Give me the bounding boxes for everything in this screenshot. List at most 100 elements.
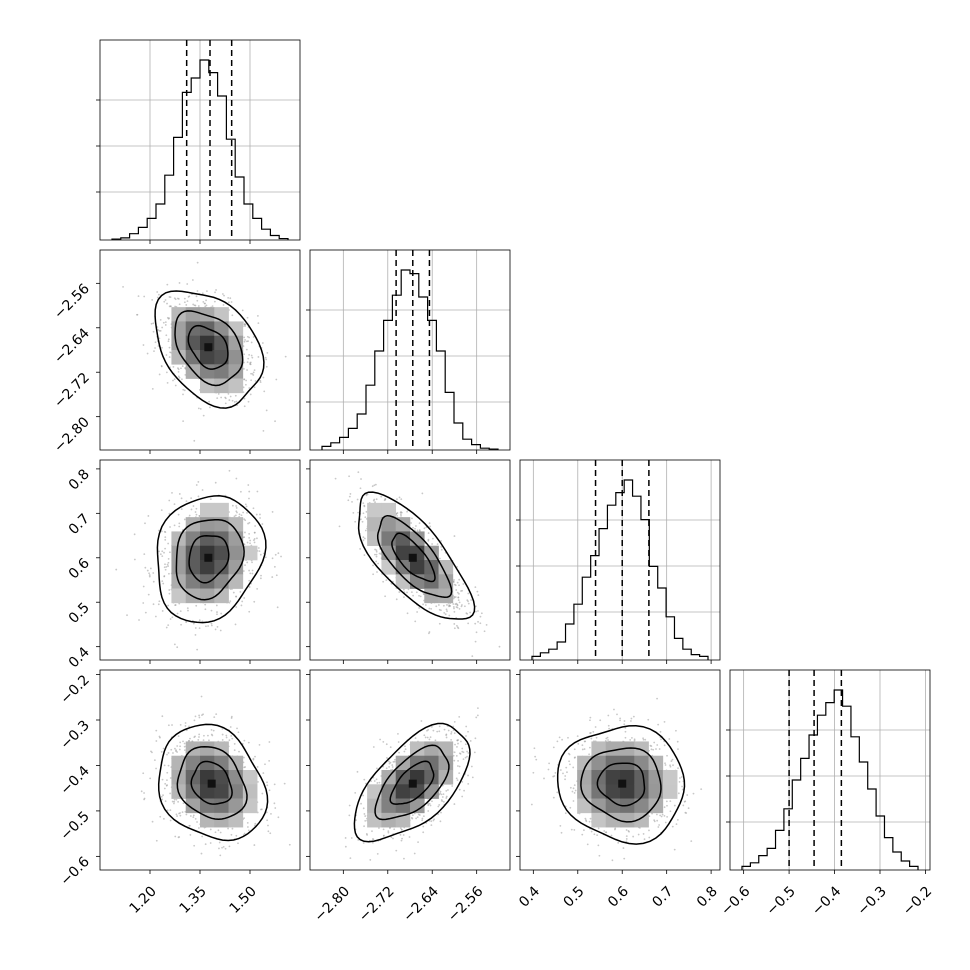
scatter-panel-1-3-point	[423, 734, 426, 737]
scatter-panel-1-2-point	[410, 591, 413, 594]
scatter-panel-0-2-point	[178, 493, 181, 495]
scatter-panel-1-2-point	[463, 605, 466, 608]
scatter-panel-0-3-peak-marker	[207, 779, 216, 788]
scatter-panel-0-1-point	[245, 379, 248, 382]
scatter-panel-1-2-point	[428, 632, 430, 635]
scatter-panel-0-1-point	[261, 342, 264, 344]
scatter-panel-1-2-point	[460, 605, 463, 608]
scatter-panel-0-1-point	[247, 340, 249, 343]
scatter-panel-0-1-point	[177, 370, 180, 373]
scatter-panel-0-2-point	[271, 557, 274, 560]
scatter-panel-0-1-point	[205, 299, 207, 302]
scatter-panel-0-1-point	[250, 354, 253, 357]
scatter-panel-0-3-point	[225, 736, 228, 739]
scatter-panel-0-2-point	[167, 557, 170, 560]
scatter-panel-1-2-point	[424, 604, 427, 606]
scatter-panel-0-1-point	[156, 296, 159, 299]
scatter-panel-0-2-point	[186, 607, 189, 610]
scatter-panel-0-2-point	[247, 484, 250, 486]
scatter-panel-0-3-point	[153, 759, 156, 762]
scatter-panel-1-3-point	[465, 735, 467, 737]
scatter-panel-0-2-contour-0	[156, 495, 267, 624]
scatter-panel-1-3-point	[422, 831, 425, 834]
scatter-panel-0-2-point	[169, 526, 171, 528]
scatter-panel-0-2-density-cell	[171, 560, 187, 575]
scatter-panel-0-3-point	[162, 817, 165, 820]
scatter-panel-0-1-density-cell	[214, 321, 229, 337]
scatter-panel-1-2-density-cell	[395, 531, 411, 547]
scatter-panel-1-3-point	[462, 758, 465, 761]
scatter-panel-0-2-point	[161, 555, 164, 558]
scatter-panel-0-2-point	[204, 603, 207, 606]
scatter-panel-0-1-point	[197, 407, 200, 410]
scatter-panel-1-3-density-cell	[395, 798, 411, 814]
scatter-panel-1-3-point	[453, 732, 456, 735]
scatter-panel-1-3-point	[471, 776, 474, 779]
scatter-panel-1-2-point	[359, 487, 362, 490]
scatter-panel-0-1-point	[178, 303, 181, 306]
scatter-panel-0-1-point	[246, 335, 249, 338]
scatter-panel-0-1-density-cell	[185, 307, 201, 322]
scatter-panel-0-3-point	[211, 734, 214, 737]
scatter-panel-1-2-point	[427, 532, 430, 534]
scatter-panel-0-1-point	[213, 300, 216, 303]
scatter-panel-1-2	[310, 460, 510, 660]
scatter-panel-1-2-point	[374, 548, 377, 551]
scatter-panel-0-3-point	[164, 782, 167, 785]
scatter-panel-0-2-point	[248, 532, 251, 535]
scatter-panel-2-3-point	[673, 848, 676, 851]
scatter-panel-1-3-density-cell	[424, 755, 439, 771]
scatter-panel-0-1-point	[197, 305, 200, 307]
scatter-panel-1-3-point	[443, 728, 446, 731]
scatter-panel-0-2-point	[216, 625, 219, 628]
scatter-panel-1-2-point	[453, 623, 456, 625]
scatter-panel-1-3-point	[427, 810, 430, 812]
scatter-panel-0-3-point	[200, 695, 203, 698]
scatter-panel-0-2-point	[187, 609, 189, 612]
scatter-panel-0-1-point	[251, 356, 254, 359]
scatter-panel-1-2-point	[440, 540, 442, 542]
scatter-panel-0-1-point	[229, 297, 232, 300]
scatter-panel-0-3-point	[173, 800, 176, 803]
scatter-panel-2-3-point	[543, 777, 545, 780]
scatter-panel-0-2-density-cell	[200, 574, 215, 589]
scatter-panel-1-3-point	[392, 837, 394, 840]
scatter-panel-1-3-point	[399, 833, 402, 836]
scatter-panel-2-3-point	[625, 838, 628, 840]
scatter-panel-1-2-point	[371, 485, 374, 488]
scatter-panel-1-3-point	[360, 802, 362, 805]
scatter-panel-1-2-point	[474, 586, 477, 589]
scatter-panel-1-2-point	[416, 529, 419, 532]
scatter-panel-1-2-point	[453, 535, 456, 537]
scatter-panel-1-3-point	[385, 743, 388, 746]
scatter-panel-0-2-point	[253, 537, 256, 540]
scatter-panel-0-3-point	[243, 817, 246, 820]
scatter-panel-0-3-point	[268, 741, 271, 743]
scatter-panel-0-2-point	[239, 591, 242, 593]
scatter-panel-1-2-point	[400, 513, 402, 516]
scatter-panel-1-2-density-cell	[367, 502, 382, 518]
scatter-panel-0-2-point	[144, 522, 146, 525]
scatter-panel-0-2-point	[201, 489, 204, 491]
scatter-panel-1-3-point	[469, 740, 472, 742]
scatter-panel-0-1-density-cell	[228, 350, 244, 365]
scatter-panel-1-3-point	[428, 738, 431, 741]
scatter-panel-0-1-density-cell	[171, 321, 187, 337]
scatter-panel-0-2-point	[214, 628, 217, 631]
scatter-panel-0-2-point	[194, 627, 197, 629]
scatter-panel-0-3-point	[178, 748, 181, 751]
scatter-panel-2-3-point	[648, 815, 651, 818]
scatter-panel-1-2-point	[436, 543, 439, 545]
scatter-panel-0-2-point	[256, 587, 259, 590]
scatter-panel-0-2-point	[251, 569, 254, 572]
histogram-param-3-steps	[741, 689, 919, 870]
scatter-panel-0-2-point	[246, 561, 249, 564]
scatter-panel-1-3-point	[461, 750, 464, 753]
scatter-panel-0-1-point	[250, 379, 253, 382]
scatter-panel-1-2-point	[456, 624, 458, 627]
scatter-panel-0-3-point	[196, 821, 198, 823]
scatter-panel-0-2-point	[242, 536, 245, 539]
scatter-panel-0-3-point	[231, 737, 234, 740]
scatter-panel-0-2-point	[173, 503, 176, 506]
scatter-panel-0-2-point	[178, 525, 181, 528]
